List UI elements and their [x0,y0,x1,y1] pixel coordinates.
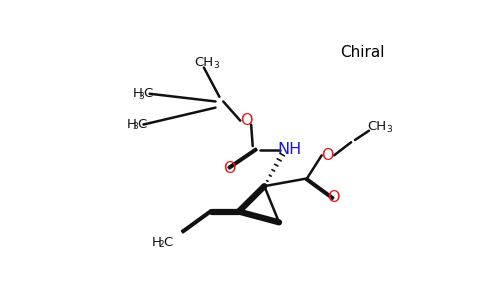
Text: H: H [152,236,162,249]
Text: C: C [163,236,172,249]
Text: 3: 3 [213,61,219,70]
Text: CH: CH [194,56,213,69]
Text: H: H [133,87,142,100]
Text: C: C [137,118,147,131]
Text: Chiral: Chiral [341,45,385,60]
Text: 3: 3 [139,92,145,100]
Text: NH: NH [278,142,302,158]
Text: H: H [126,118,136,131]
Text: O: O [240,113,253,128]
Text: 3: 3 [386,125,392,134]
Text: O: O [327,190,340,205]
Text: 2: 2 [158,240,164,249]
Text: O: O [322,148,334,163]
Text: 3: 3 [133,122,138,131]
Text: C: C [143,87,152,100]
Text: CH: CH [367,120,386,134]
Text: O: O [223,161,236,176]
